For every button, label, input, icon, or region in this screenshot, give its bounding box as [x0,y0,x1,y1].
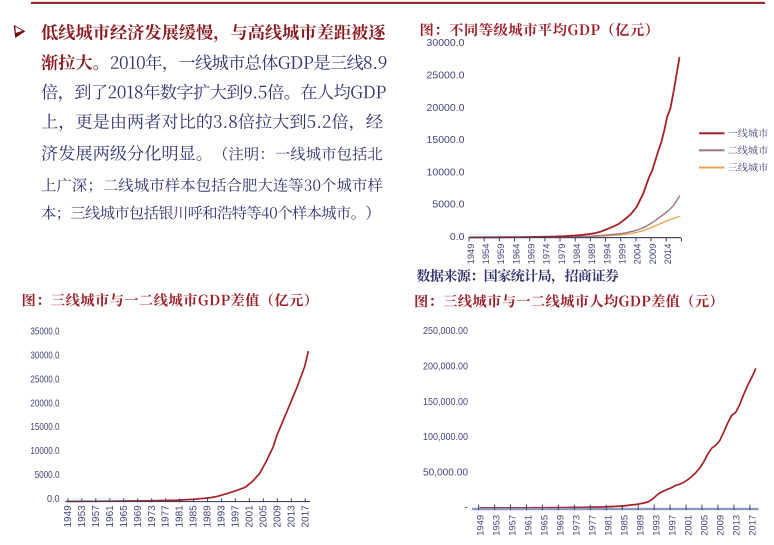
svg-text:2013: 2013 [731,515,742,536]
svg-text:1973: 1973 [147,505,158,528]
svg-text:2009: 2009 [647,244,658,265]
svg-text:1984: 1984 [571,244,582,265]
svg-text:2005: 2005 [258,505,269,528]
svg-text:25000.0: 25000.0 [427,69,465,81]
svg-text:1999: 1999 [617,244,628,265]
svg-text:1949: 1949 [63,505,74,528]
svg-text:1965: 1965 [539,515,550,536]
svg-text:1977: 1977 [587,515,598,536]
svg-text:30000.0: 30000.0 [427,37,465,49]
svg-text:1969: 1969 [555,515,566,536]
svg-text:250,000.00: 250,000.00 [423,325,468,337]
svg-text:1959: 1959 [495,244,506,265]
svg-text:1974: 1974 [541,244,552,265]
svg-text:1969: 1969 [133,505,144,528]
svg-text:2014: 2014 [662,244,673,265]
svg-text:2017: 2017 [300,505,311,528]
svg-text:1979: 1979 [556,244,567,265]
svg-text:1961: 1961 [523,515,534,536]
svg-text:1965: 1965 [119,505,130,528]
svg-text:1997: 1997 [231,505,242,528]
svg-text:1989: 1989 [203,505,214,528]
svg-text:1977: 1977 [161,505,172,528]
svg-text:10000.0: 10000.0 [30,446,59,457]
svg-text:-: - [465,502,469,514]
svg-text:1981: 1981 [603,515,614,536]
svg-text:1969: 1969 [526,244,537,265]
svg-text:1953: 1953 [77,505,88,528]
svg-text:1985: 1985 [619,515,630,536]
svg-text:1973: 1973 [571,515,582,536]
svg-text:100,000.00: 100,000.00 [423,431,468,443]
svg-text:20000.0: 20000.0 [427,102,465,114]
svg-text:35000.0: 35000.0 [30,327,59,338]
svg-text:0.0: 0.0 [47,494,60,505]
svg-text:1961: 1961 [105,505,116,528]
svg-text:1953: 1953 [491,515,502,536]
svg-text:200,000.00: 200,000.00 [423,360,468,372]
svg-text:5000.0: 5000.0 [35,470,60,481]
svg-text:2001: 2001 [245,505,256,528]
svg-text:2001: 2001 [683,515,694,536]
svg-text:2004: 2004 [632,244,643,265]
svg-text:1981: 1981 [175,505,186,528]
svg-text:15000.0: 15000.0 [30,422,59,433]
svg-text:50,000.00: 50,000.00 [423,467,468,479]
svg-text:1949: 1949 [475,515,486,536]
svg-text:0.0: 0.0 [450,231,465,243]
svg-text:10000.0: 10000.0 [427,166,465,178]
svg-text:2005: 2005 [699,515,710,536]
svg-text:1957: 1957 [91,505,102,528]
svg-text:2017: 2017 [747,515,758,536]
svg-text:2009: 2009 [272,505,283,528]
svg-text:2013: 2013 [286,505,297,528]
svg-text:25000.0: 25000.0 [30,374,59,385]
svg-text:1989: 1989 [635,515,646,536]
svg-text:1954: 1954 [480,244,491,265]
svg-text:1993: 1993 [651,515,662,536]
svg-text:20000.0: 20000.0 [30,398,59,409]
svg-text:2009: 2009 [715,515,726,536]
svg-text:1957: 1957 [507,515,518,536]
svg-text:1989: 1989 [586,244,597,265]
svg-text:15000.0: 15000.0 [427,134,465,146]
svg-text:1949: 1949 [465,244,476,265]
svg-text:5000.0: 5000.0 [432,199,464,211]
svg-text:150,000.00: 150,000.00 [423,396,468,408]
svg-text:1964: 1964 [510,244,521,265]
svg-text:1994: 1994 [601,244,612,265]
svg-text:1997: 1997 [667,515,678,536]
svg-text:30000.0: 30000.0 [30,351,59,362]
svg-text:1985: 1985 [189,505,200,528]
svg-text:1993: 1993 [217,505,228,528]
